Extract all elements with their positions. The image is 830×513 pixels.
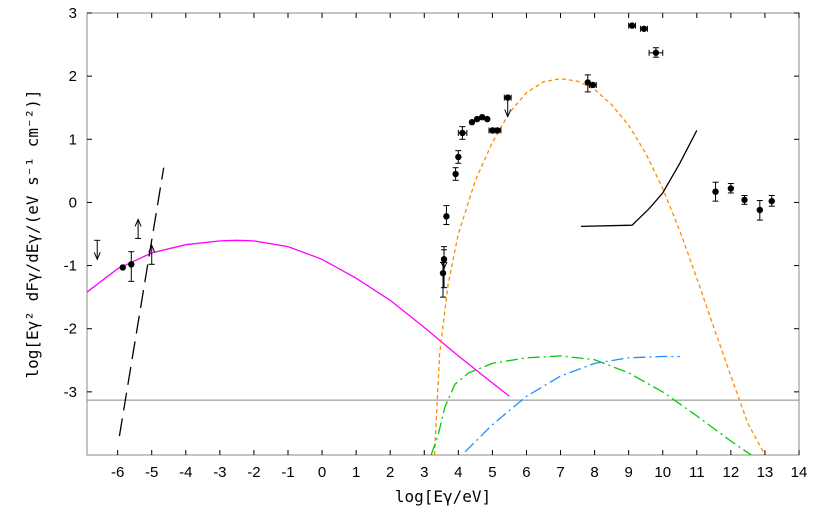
x-tick-label: 2 — [386, 464, 394, 481]
x-tick-label: 6 — [522, 464, 530, 481]
data-point — [640, 25, 648, 32]
data-point — [468, 119, 476, 126]
data-point — [727, 182, 735, 194]
y-tick-label: -1 — [64, 258, 77, 275]
data-point-marker — [712, 188, 719, 195]
x-tick-label: -6 — [111, 464, 124, 481]
x-tick-label: 11 — [689, 464, 705, 481]
x-tick-label: 0 — [318, 464, 326, 481]
data-point — [128, 251, 135, 282]
data-point-marker — [478, 113, 486, 121]
data-point-marker — [756, 206, 764, 214]
x-tick-label: 13 — [757, 464, 774, 481]
data-point-marker — [652, 49, 660, 56]
x-tick-label: 4 — [454, 464, 462, 481]
data-point — [768, 194, 775, 207]
data-point-marker — [119, 264, 126, 271]
data-point-marker — [628, 22, 636, 29]
x-tick-label: 1 — [352, 464, 360, 481]
lower-limit-arrow — [148, 244, 156, 265]
data-point — [588, 81, 597, 89]
data-point — [648, 47, 664, 58]
y-tick-label: -2 — [64, 321, 77, 338]
data-point — [741, 194, 748, 205]
series-layer — [87, 78, 766, 455]
data-point-marker — [741, 196, 748, 204]
x-tick-label: 7 — [556, 464, 564, 481]
x-tick-label: 10 — [654, 464, 671, 481]
data-point — [712, 181, 719, 202]
y-tick-label: -3 — [64, 384, 77, 401]
x-axis-label: log[Eγ/eV] — [395, 487, 491, 506]
x-tick-label: -3 — [213, 464, 226, 481]
data-point-marker — [494, 127, 501, 134]
series-line-5 — [464, 355, 680, 453]
data-point-marker — [727, 185, 735, 192]
ticks-layer: -6 -5 -4 -3 -2 -1 0 1 2 3 4 5 6 7 8 9 10 11 12 13 143210-1-2… — [64, 5, 808, 481]
series-line-1 — [87, 239, 510, 397]
data-point — [484, 115, 491, 123]
data-point-marker — [439, 269, 447, 277]
y-tick-label: 2 — [69, 68, 77, 85]
data-point — [119, 264, 126, 271]
plot-frame — [86, 12, 800, 456]
x-tick-label: 3 — [420, 464, 428, 481]
data-point — [473, 115, 481, 123]
data-point — [628, 22, 636, 29]
data-point-marker — [443, 213, 450, 220]
data-point — [457, 126, 468, 140]
x-tick-label: 9 — [624, 464, 632, 481]
data-point — [455, 150, 462, 164]
series-line-2 — [118, 167, 165, 437]
data-point — [439, 261, 447, 298]
y-tick-label: 3 — [69, 5, 77, 22]
x-tick-label: -5 — [145, 464, 158, 481]
data-point — [443, 205, 450, 226]
x-tick-label: 8 — [590, 464, 598, 481]
data-point-marker — [589, 81, 597, 89]
x-tick-label: 5 — [488, 464, 496, 481]
data-point — [584, 74, 591, 93]
data-point-marker — [768, 197, 775, 205]
data-point-marker — [468, 119, 476, 126]
x-tick-label: 14 — [791, 464, 808, 481]
data-point-marker — [452, 170, 459, 178]
data-point-marker — [473, 115, 481, 123]
x-tick-label: 12 — [723, 464, 740, 481]
x-tick-label: -1 — [281, 464, 294, 481]
data-point-marker — [640, 25, 648, 32]
lower-limit-arrow — [134, 218, 142, 239]
data-point — [478, 113, 486, 121]
data-point — [756, 200, 764, 221]
data-point-marker — [459, 129, 466, 137]
data-point — [493, 127, 502, 134]
upper-limit-arrow — [504, 97, 512, 118]
y-tick-label: 1 — [69, 131, 77, 148]
upper-limit-arrow — [93, 239, 101, 261]
y-axis-label: log[Eγ² dFγ/dEγ/(eV s⁻¹ cm⁻²)] — [23, 90, 42, 379]
series-line-4 — [430, 355, 752, 455]
data-point-marker — [128, 261, 135, 268]
series-line-6 — [580, 130, 698, 228]
x-tick-label: -2 — [247, 464, 260, 481]
series-line-3 — [433, 78, 766, 455]
points-layer — [93, 22, 775, 298]
x-tick-label: -4 — [179, 464, 192, 481]
data-point — [452, 167, 459, 181]
upper-limit-arrow — [440, 249, 448, 271]
data-point-marker — [455, 153, 462, 161]
data-point-marker — [484, 115, 491, 123]
y-tick-label: 0 — [69, 194, 77, 211]
